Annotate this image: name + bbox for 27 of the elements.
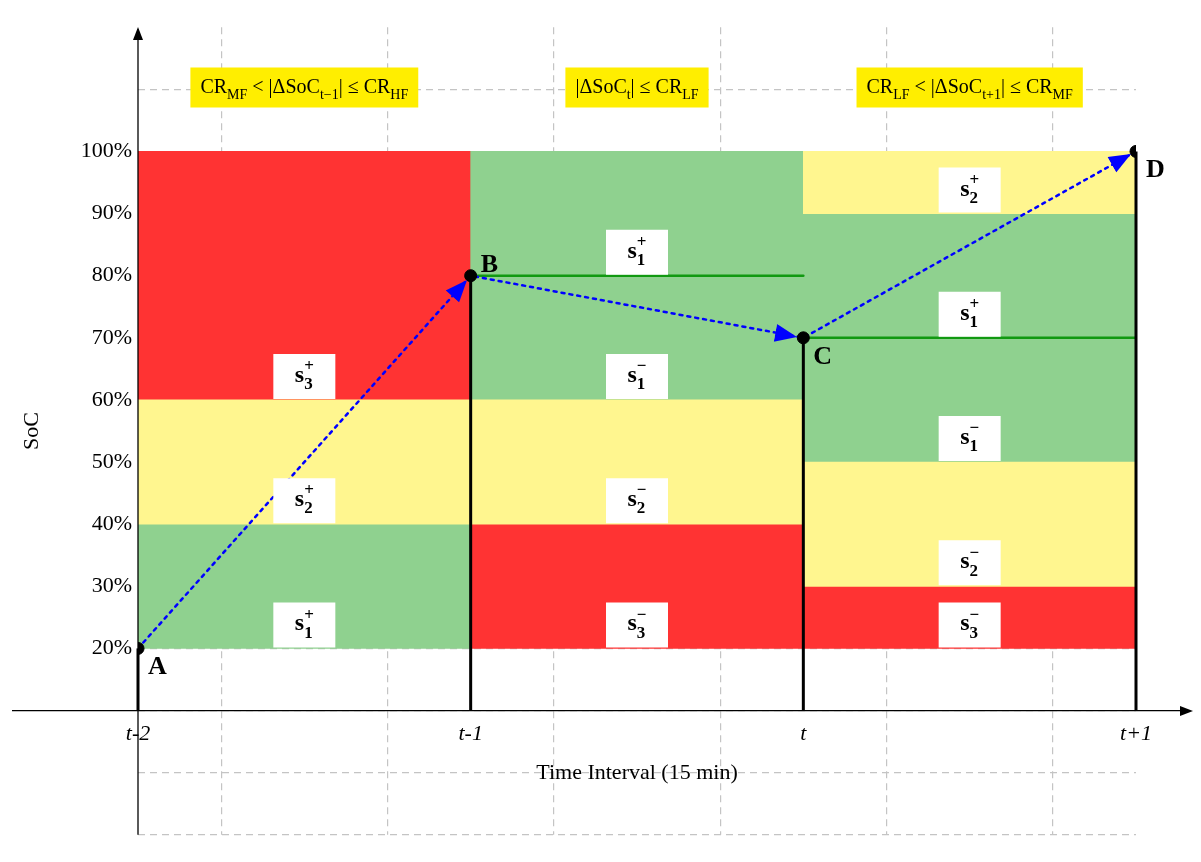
bar [138, 523, 471, 649]
y-tick-label: 90% [91, 199, 132, 225]
y-tick-label: 80% [91, 261, 132, 287]
y-tick-label: 20% [91, 634, 132, 660]
y-tick-label: 60% [91, 385, 132, 411]
bar [470, 523, 804, 649]
bar [470, 399, 804, 525]
bar [138, 399, 471, 525]
y-axis-title: SoC [18, 412, 43, 450]
annotation: B [480, 248, 499, 278]
bar [803, 585, 1136, 649]
y-tick-label: 30% [91, 572, 132, 598]
annotation: A [148, 651, 167, 681]
x-tick-label: t [800, 719, 808, 745]
bar [803, 337, 1136, 463]
bar [803, 151, 1136, 214]
y-tick-label: 100% [80, 137, 132, 163]
x-axis-title: Time Interval (15 min) [536, 758, 738, 784]
annotation: C [813, 340, 833, 370]
y-tick-label: 40% [91, 509, 132, 535]
x-tick-label: t+1 [1120, 719, 1152, 745]
bar [803, 461, 1136, 587]
y-tick-label: 70% [91, 323, 132, 349]
y-tick-label: 50% [91, 447, 132, 473]
bar [138, 151, 471, 401]
annotation: D [1146, 154, 1165, 184]
x-tick-label: t-1 [458, 719, 483, 745]
